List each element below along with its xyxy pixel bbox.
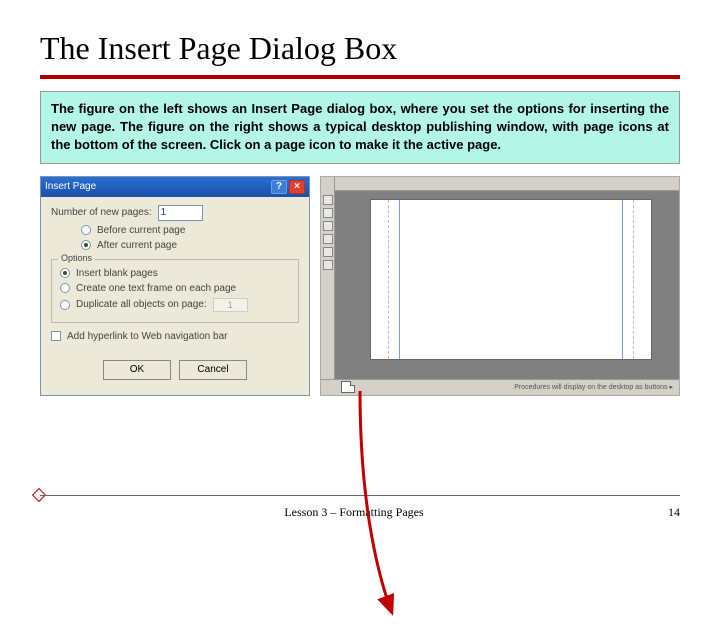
- dialog-titlebar[interactable]: Insert Page ? ×: [41, 177, 309, 197]
- hyperlink-checkbox[interactable]: [51, 331, 61, 341]
- hyperlink-label: Add hyperlink to Web navigation bar: [67, 331, 227, 342]
- title-underline: [40, 75, 680, 79]
- options-fieldset: Options Insert blank pages Create one te…: [51, 259, 299, 323]
- column-guide: [399, 200, 400, 360]
- description-box: The figure on the left shows an Insert P…: [40, 91, 680, 164]
- dialog-title: Insert Page: [45, 181, 96, 192]
- tool-icon[interactable]: [323, 208, 333, 218]
- tool-icon[interactable]: [323, 195, 333, 205]
- toolbox: [323, 195, 333, 270]
- after-page-radio[interactable]: [81, 240, 91, 250]
- create-frame-label: Create one text frame on each page: [76, 283, 236, 294]
- duplicate-radio[interactable]: [60, 300, 70, 310]
- num-pages-input[interactable]: [158, 205, 203, 221]
- options-legend: Options: [58, 253, 95, 263]
- tool-icon[interactable]: [323, 221, 333, 231]
- tool-icon[interactable]: [323, 260, 333, 270]
- before-page-radio[interactable]: [81, 225, 91, 235]
- after-page-label: After current page: [97, 240, 177, 251]
- footer-rule: [40, 495, 680, 496]
- help-button[interactable]: ?: [271, 180, 287, 194]
- status-text: Procedures will display on the desktop a…: [514, 383, 673, 391]
- duplicate-page-input: [213, 298, 248, 312]
- insert-blank-label: Insert blank pages: [76, 268, 158, 279]
- page-icon[interactable]: [341, 381, 355, 393]
- cancel-button[interactable]: Cancel: [179, 360, 247, 380]
- margin-guide: [633, 200, 634, 360]
- close-button[interactable]: ×: [289, 180, 305, 194]
- before-page-label: Before current page: [97, 225, 185, 236]
- document-page[interactable]: [370, 199, 652, 361]
- num-pages-label: Number of new pages:: [51, 207, 152, 218]
- slide-title: The Insert Page Dialog Box: [40, 30, 680, 67]
- insert-blank-radio[interactable]: [60, 268, 70, 278]
- insert-page-dialog: Insert Page ? × Number of new pages: Bef…: [40, 176, 310, 396]
- lesson-label: Lesson 3 – Formatting Pages: [40, 505, 668, 520]
- status-bar: Procedures will display on the desktop a…: [321, 379, 679, 395]
- publisher-window: Procedures will display on the desktop a…: [320, 176, 680, 396]
- ok-button[interactable]: OK: [103, 360, 171, 380]
- margin-guide: [388, 200, 389, 360]
- column-guide: [622, 200, 623, 360]
- tool-icon[interactable]: [323, 234, 333, 244]
- horizontal-ruler: [335, 177, 679, 191]
- create-frame-radio[interactable]: [60, 283, 70, 293]
- duplicate-label: Duplicate all objects on page:: [76, 299, 207, 310]
- page-number: 14: [668, 505, 680, 520]
- page-workspace: [351, 195, 671, 375]
- tool-icon[interactable]: [323, 247, 333, 257]
